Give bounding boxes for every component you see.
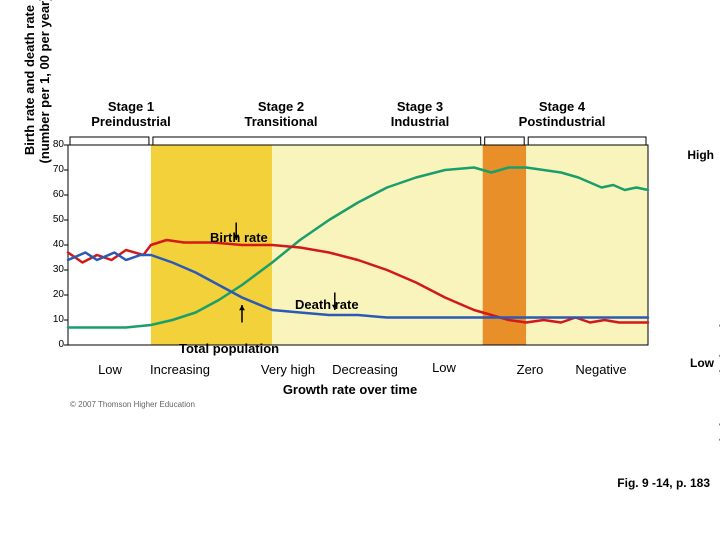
high-label: High: [687, 148, 714, 162]
y-tick: 80: [44, 139, 64, 150]
y-tick: 10: [44, 314, 64, 325]
y-tick: 0: [44, 339, 64, 350]
demographic-transition-chart: [68, 145, 648, 345]
growth-zero: Zero: [510, 362, 550, 377]
stage1-label: Stage 1Preindustrial: [86, 100, 176, 130]
stage4-label: Stage 4Postindustrial: [512, 100, 612, 130]
total-population-label: Total population: [179, 341, 279, 356]
growth-increasing: Increasing: [145, 362, 215, 377]
y-tick: 60: [44, 189, 64, 200]
stage3-label: Stage 3Industrial: [380, 100, 460, 130]
growth-negative: Negative: [571, 362, 631, 377]
death-rate-label: Death rate: [295, 297, 359, 312]
y-tick: 30: [44, 264, 64, 275]
growth-low-1: Low: [85, 362, 135, 377]
figure-container: Stage 1Preindustrial Stage 2Transitional…: [0, 0, 720, 540]
growth-decreasing: Decreasing: [325, 362, 405, 377]
growth-veryhigh: Very high: [253, 362, 323, 377]
y-tick: 50: [44, 214, 64, 225]
growth-low-2: Low: [419, 360, 469, 375]
stage2-label: Stage 2Transitional: [236, 100, 326, 130]
y-tick: 40: [44, 239, 64, 250]
birth-rate-label: Birth rate: [210, 230, 268, 245]
y-tick: 70: [44, 164, 64, 175]
figure-reference: Fig. 9 -14, p. 183: [617, 476, 710, 490]
growth-caption: Growth rate over time: [260, 382, 440, 397]
y-tick: 20: [44, 289, 64, 300]
low-label: Low: [690, 356, 714, 370]
copyright-text: © 2007 Thomson Higher Education: [70, 400, 195, 409]
